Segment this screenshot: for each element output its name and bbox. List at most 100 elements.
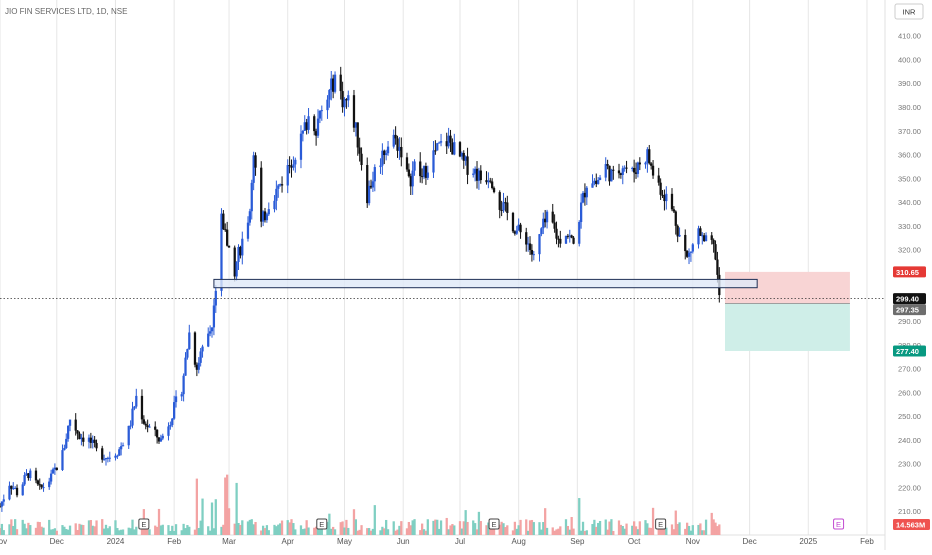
candle	[646, 147, 649, 173]
price-axis[interactable]: 210.00 220.00 230.00 240.00 250.00 260.00 270.…	[893, 8, 930, 530]
volume-bar	[108, 526, 111, 535]
candle	[222, 210, 225, 231]
candle	[517, 218, 520, 231]
volume-bar	[458, 521, 462, 535]
earnings-marker-label: E	[836, 520, 841, 529]
candle	[38, 478, 41, 490]
volume-bar	[453, 525, 456, 535]
candle	[453, 133, 456, 156]
volume-bar	[371, 528, 375, 535]
volume-bar	[186, 525, 189, 535]
candle-body	[15, 487, 19, 496]
volume-bar	[63, 526, 66, 535]
candle-body	[564, 235, 568, 244]
candle	[631, 166, 634, 172]
candle-body	[492, 188, 496, 193]
candle-body	[131, 408, 134, 426]
candle	[371, 171, 375, 192]
volume-bar	[710, 512, 713, 535]
candle-body	[345, 99, 348, 101]
volume-bar	[553, 530, 556, 535]
candle	[121, 442, 125, 447]
candle	[78, 431, 81, 440]
volume-bar	[648, 527, 651, 535]
candle	[634, 162, 638, 179]
currency-button[interactable]: INR	[894, 3, 924, 20]
candle-body	[413, 161, 416, 171]
candle	[313, 114, 316, 136]
candle	[699, 226, 702, 236]
time-tick-label: Sep	[570, 537, 585, 546]
volume-bar	[400, 521, 403, 535]
volume-bar	[712, 519, 715, 535]
volume-bar	[356, 530, 359, 535]
volume-bar	[644, 520, 647, 535]
candle-body	[661, 194, 664, 196]
volume-bar	[248, 519, 252, 535]
earnings-marker: E	[138, 518, 150, 530]
volume-bar	[479, 521, 482, 535]
volume-bar	[513, 521, 517, 535]
candle-body	[267, 209, 270, 215]
volume-bar	[701, 530, 704, 535]
volume-badge-bg	[893, 519, 930, 530]
volume-bar	[579, 530, 583, 535]
candle	[411, 161, 414, 195]
candle-body	[525, 232, 528, 245]
volume-bar	[472, 520, 475, 535]
candle	[2, 494, 5, 506]
candle-body	[93, 439, 96, 443]
volume-bar	[330, 528, 333, 535]
candle-body	[502, 202, 505, 211]
candle-body	[42, 487, 45, 489]
candle	[21, 482, 24, 496]
volume-bar	[515, 528, 518, 535]
candle-body	[685, 251, 689, 257]
time-axis[interactable]: Nov Dec 2024 Feb Mar Apr May Jun Jul Aug Sep Oct Nov…	[0, 537, 874, 546]
candle	[632, 159, 636, 183]
candle-body	[135, 395, 138, 407]
candle	[49, 469, 53, 485]
candle-body	[89, 437, 92, 443]
volume-bar	[38, 522, 41, 535]
candle	[597, 177, 600, 185]
volume-bar	[23, 523, 26, 535]
volume-bar	[718, 524, 721, 535]
candle-body	[699, 228, 702, 236]
candle	[689, 251, 693, 262]
candle-body	[114, 455, 117, 458]
volume-bar	[678, 522, 681, 535]
candle-body	[579, 202, 583, 223]
candle-body	[133, 406, 136, 409]
candle	[422, 165, 426, 180]
candle	[545, 209, 549, 229]
candle-body	[665, 193, 668, 202]
candle	[623, 165, 626, 172]
volume-bar	[93, 526, 96, 535]
volume-bar	[260, 530, 263, 535]
volume-bar	[220, 526, 223, 535]
earnings-marker-box	[488, 518, 500, 530]
candle	[572, 235, 575, 245]
candle-body	[367, 185, 371, 204]
candle-body	[14, 487, 17, 489]
candle	[519, 222, 522, 239]
candle	[617, 163, 621, 179]
volume-bar	[307, 527, 310, 535]
volume-bar	[608, 521, 611, 535]
candle-body	[591, 183, 594, 188]
candle	[672, 206, 676, 213]
volume-bar	[632, 521, 636, 535]
volume-bar	[222, 524, 225, 535]
candle-body	[570, 235, 573, 238]
candle	[241, 231, 244, 265]
volume-bar	[528, 520, 532, 535]
candle	[712, 238, 715, 253]
candle	[87, 434, 91, 449]
candle-body	[10, 485, 13, 489]
candle-body	[578, 222, 581, 244]
price-badge-text: 277.40	[896, 347, 919, 356]
candle	[530, 244, 534, 262]
